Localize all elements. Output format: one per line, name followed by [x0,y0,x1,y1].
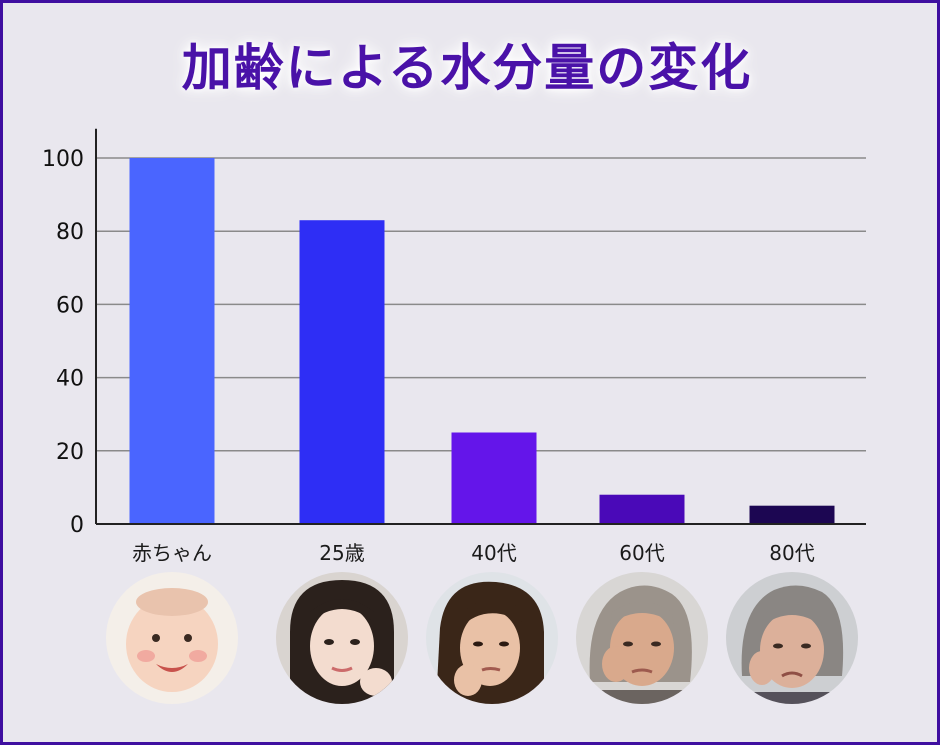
y-tick-label: 100 [42,147,84,172]
baby-photo [106,572,238,704]
x-tick-label: 赤ちゃん [132,541,212,565]
bar [599,494,685,524]
y-tick-label: 20 [56,440,84,465]
bar [749,505,835,524]
x-tick-label: 40代 [471,541,517,565]
bar [451,432,537,524]
y-tick-label: 60 [56,293,84,318]
young-woman-photo [276,572,408,704]
y-tick-label: 0 [70,513,84,538]
woman-face-icon [426,572,558,704]
bar [299,220,385,524]
x-tick-label: 25歳 [319,541,365,565]
bar [129,158,215,524]
x-tick-label: 80代 [769,541,815,565]
elderly-woman-face-icon [726,572,858,704]
older-woman-photo [576,572,708,704]
elderly-woman-photo [726,572,858,704]
y-tick-label: 40 [56,367,84,392]
middle-aged-woman-photo [426,572,558,704]
x-tick-label: 60代 [619,541,665,565]
chart-title: 加齢による水分量の変化 [181,39,753,97]
y-tick-label: 80 [56,220,84,245]
baby-face-icon [106,572,238,704]
elderly-woman-face-icon [576,572,708,704]
woman-face-icon [276,572,408,704]
